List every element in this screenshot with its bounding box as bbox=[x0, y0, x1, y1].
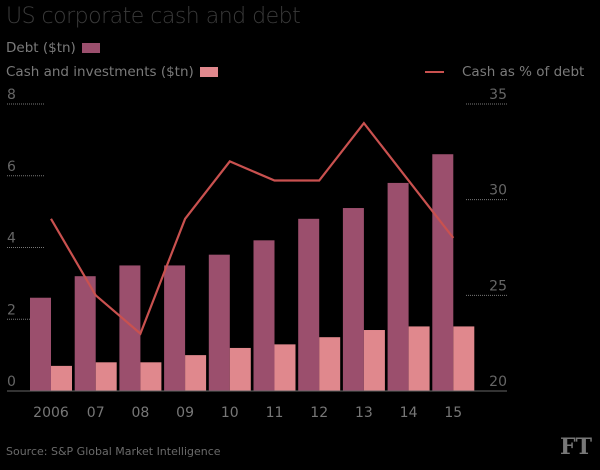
x-tick-label: 2006 bbox=[33, 405, 69, 421]
x-tick-label: 11 bbox=[266, 405, 284, 421]
debt-bar bbox=[387, 182, 409, 391]
legend-cash-swatch bbox=[199, 67, 218, 77]
x-tick-label: 13 bbox=[355, 405, 373, 421]
legend-cash-label: Cash and investments ($tn) bbox=[6, 64, 194, 80]
legend-pct-line-icon bbox=[425, 71, 444, 73]
cash-pct-line bbox=[50, 121, 455, 336]
right-tick-label: 35 bbox=[489, 87, 507, 103]
cash-bar bbox=[319, 337, 341, 391]
debt-bar bbox=[253, 240, 275, 391]
debt-bar bbox=[30, 297, 51, 391]
cash-bar bbox=[51, 365, 72, 391]
cash-bar bbox=[363, 330, 385, 391]
debt-bar bbox=[298, 218, 320, 391]
left-tick-label: 8 bbox=[7, 87, 16, 103]
legend-debt: Debt ($tn) bbox=[6, 40, 100, 56]
debt-bar bbox=[74, 276, 96, 391]
debt-bar bbox=[208, 254, 230, 391]
left-tick-label: 6 bbox=[7, 159, 16, 175]
x-tick-label: 09 bbox=[176, 405, 194, 421]
cash-bar bbox=[229, 347, 251, 391]
right-tick-label: 20 bbox=[489, 374, 507, 390]
cash-bar bbox=[274, 344, 296, 391]
legend-cash: Cash and investments ($tn) bbox=[6, 64, 218, 80]
legend-pct: Cash as % of debt bbox=[425, 64, 584, 80]
legend-debt-swatch bbox=[81, 43, 100, 53]
left-tick-label: 0 bbox=[7, 374, 16, 390]
debt-bar bbox=[342, 208, 364, 391]
cash-bar bbox=[95, 362, 117, 391]
source-note: Source: S&P Global Market Intelligence bbox=[6, 445, 221, 458]
chart-title: US corporate cash and debt bbox=[6, 4, 301, 29]
x-tick-label: 07 bbox=[87, 405, 105, 421]
left-tick-label: 4 bbox=[7, 231, 16, 247]
x-tick-label: 10 bbox=[221, 405, 239, 421]
right-tick-label: 30 bbox=[489, 183, 507, 199]
x-tick-label: 12 bbox=[310, 405, 328, 421]
legend-pct-label: Cash as % of debt bbox=[462, 64, 585, 80]
cash-bar bbox=[140, 362, 162, 391]
cash-bar bbox=[185, 355, 207, 391]
debt-bar bbox=[119, 265, 141, 391]
legend-debt-label: Debt ($tn) bbox=[6, 40, 76, 56]
left-tick-label: 2 bbox=[7, 302, 16, 318]
x-tick-label: 15 bbox=[444, 405, 462, 421]
cash-bar bbox=[408, 326, 430, 391]
right-tick-label: 25 bbox=[489, 278, 507, 294]
debt-bar bbox=[164, 265, 186, 391]
cash-bar bbox=[453, 326, 475, 391]
x-tick-label: 14 bbox=[400, 405, 418, 421]
debt-bar bbox=[432, 154, 454, 391]
x-tick-label: 08 bbox=[131, 405, 149, 421]
ft-logo: FT bbox=[560, 434, 592, 460]
